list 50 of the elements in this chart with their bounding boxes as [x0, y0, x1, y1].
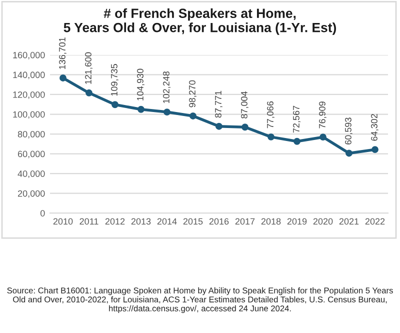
x-tick-label: 2017 — [235, 218, 255, 225]
text: 136,701 — [59, 37, 66, 69]
text: 109,735 — [111, 64, 118, 96]
point — [372, 146, 378, 154]
text: 98,270 — [189, 80, 196, 108]
x-tick-label: 2022 — [365, 218, 385, 225]
point — [112, 101, 118, 108]
text: 121,600 — [85, 52, 92, 84]
x-tick-label: 2012 — [105, 218, 125, 225]
text: 87,004 — [241, 91, 248, 118]
point — [268, 133, 274, 140]
point — [242, 124, 248, 131]
y-tick-label: 60,000 — [18, 150, 45, 158]
chart-title: # of French Speakers at Home, 5 Years Old & Over, for Louisiana (1-Yr. Est) — [64, 8, 336, 35]
text: 102,248 — [163, 71, 170, 104]
y-tick-label: 100,000 — [13, 111, 45, 119]
x-tick-label: 2015 — [183, 218, 203, 225]
source-note: Source: Chart B16001: Language Spoken at Home by Ability to Speak English for the Population 5 Years Old and Over, 2010-2022, for Louisiana, ACS 1-Year Estimates Detailed Tables, U.S. Census Bureau, https://data.census.gov/, accessed 24 June 2024. — [7, 287, 393, 314]
point — [164, 108, 170, 116]
text: 72,567 — [293, 106, 300, 133]
x-tick-label: 2014 — [157, 218, 177, 225]
y-tick-label: 120,000 — [13, 91, 45, 99]
text: 104,930 — [137, 68, 144, 100]
point — [346, 150, 352, 157]
text: 60,593 — [345, 118, 352, 144]
x-tick-label: 2011 — [80, 218, 98, 225]
x-tick-label: 2010 — [53, 218, 73, 225]
text: 87,771 — [215, 90, 222, 118]
text: 77,066 — [267, 101, 274, 128]
point — [86, 89, 92, 96]
x-tick-label: 2016 — [209, 218, 229, 225]
x-tick-label: 2013 — [131, 218, 151, 225]
x-tick-label: 2019 — [287, 218, 307, 225]
y-tick-label: 160,000 — [13, 52, 45, 60]
x-tick-label: 2020 — [313, 218, 333, 225]
point — [294, 138, 300, 145]
text: 64,302 — [371, 114, 378, 141]
y-tick-label: 80,000 — [18, 131, 45, 138]
point — [190, 112, 196, 120]
y-tick-label: 140,000 — [13, 72, 45, 80]
text: 76,909 — [319, 102, 326, 128]
y-tick-label: 0 — [40, 210, 45, 216]
point — [216, 122, 222, 130]
y-tick-label: 20,000 — [18, 190, 45, 198]
x-tick-label: 2018 — [261, 218, 281, 225]
point — [60, 74, 66, 82]
point — [138, 106, 144, 113]
y-tick-label: 40,000 — [18, 170, 45, 178]
x-tick-label: 2021 — [339, 218, 359, 225]
point — [320, 134, 326, 141]
